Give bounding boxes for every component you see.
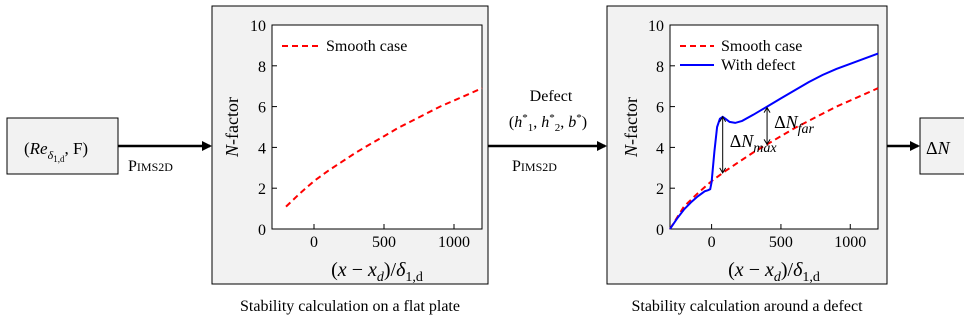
right-y-tick-label: 8 [656, 59, 664, 76]
step2-tool-label: PIMS2D [512, 158, 557, 175]
left-y-tick-label: 0 [258, 222, 266, 239]
right-series-smooth-case [669, 87, 879, 230]
right-caption: Stability calculation around a defect [631, 298, 863, 315]
right-x-tick-label: 1000 [834, 234, 866, 251]
left-series-smooth-case [285, 87, 483, 208]
left-x-tick-label: 500 [372, 234, 396, 251]
left-series [285, 87, 483, 208]
left-y-tick-label: 2 [258, 181, 266, 198]
right-plot-area [669, 24, 879, 230]
left-legend-smooth-label: Smooth case [326, 38, 407, 55]
right-legend-defect-label: With defect [721, 57, 796, 74]
left-x-axis-label: (x − xd)/δ1,d [331, 259, 423, 285]
left-x-tick-label: 1000 [438, 234, 470, 251]
output-box: ΔN [919, 117, 964, 175]
right-y-tick-label: 0 [656, 222, 664, 239]
left-y-tick-label: 10 [250, 18, 266, 35]
left-x-tick-label: 0 [310, 234, 318, 251]
left-legend: Smooth case [282, 38, 407, 55]
right-y-tick-label: 4 [656, 140, 664, 157]
step2-title: Defect [530, 88, 573, 105]
delta-max-label: ΔNmax [730, 131, 778, 156]
right-x-ticks: 0 500 1000 [708, 224, 866, 251]
right-x-tick-label: 500 [769, 234, 793, 251]
left-y-axis-label: N-factor [222, 97, 242, 158]
right-y-tick-label: 10 [648, 18, 664, 35]
left-caption: Stability calculation on a flat plate [240, 298, 460, 315]
delta-far-arrowhead-bottom [763, 139, 771, 146]
delta-far-arrowhead-top [763, 106, 771, 113]
right-series [669, 52, 879, 230]
right-series-with-defect [669, 52, 879, 230]
output-box-label: ΔN [926, 138, 951, 158]
step2-params: (h*1, h*2, b*) [509, 112, 587, 134]
left-y-tick-label: 8 [258, 59, 266, 76]
delta-far-label: ΔNfar [774, 112, 814, 137]
right-legend: Smooth case With defect [680, 38, 802, 74]
right-y-axis-label: N-factor [621, 97, 641, 158]
left-y-tick-label: 6 [258, 100, 266, 117]
left-plot-area [271, 24, 483, 230]
right-y-tick-label: 2 [656, 181, 664, 198]
step1-tool-label: PIMS2D [128, 158, 173, 175]
delta-max-arrowhead-top [719, 115, 727, 123]
right-legend-smooth-label: Smooth case [721, 38, 802, 55]
left-x-ticks: 0 500 1000 [310, 224, 470, 251]
input-box: (Reδ1,d, F) [6, 117, 119, 175]
right-y-ticks: 0 2 4 6 8 10 [648, 18, 675, 239]
input-box-label: (Reδ1,d, F) [24, 139, 88, 164]
delta-max-arrowhead-bottom [719, 167, 727, 174]
left-y-ticks: 0 2 4 6 8 10 [250, 18, 277, 239]
output-box-frame [919, 117, 964, 175]
right-y-tick-label: 6 [656, 100, 664, 117]
right-x-tick-label: 0 [708, 234, 716, 251]
input-box-frame [6, 117, 119, 175]
right-x-axis-label: (x − xd)/δ1,d [728, 259, 820, 285]
left-y-tick-label: 4 [258, 140, 266, 157]
